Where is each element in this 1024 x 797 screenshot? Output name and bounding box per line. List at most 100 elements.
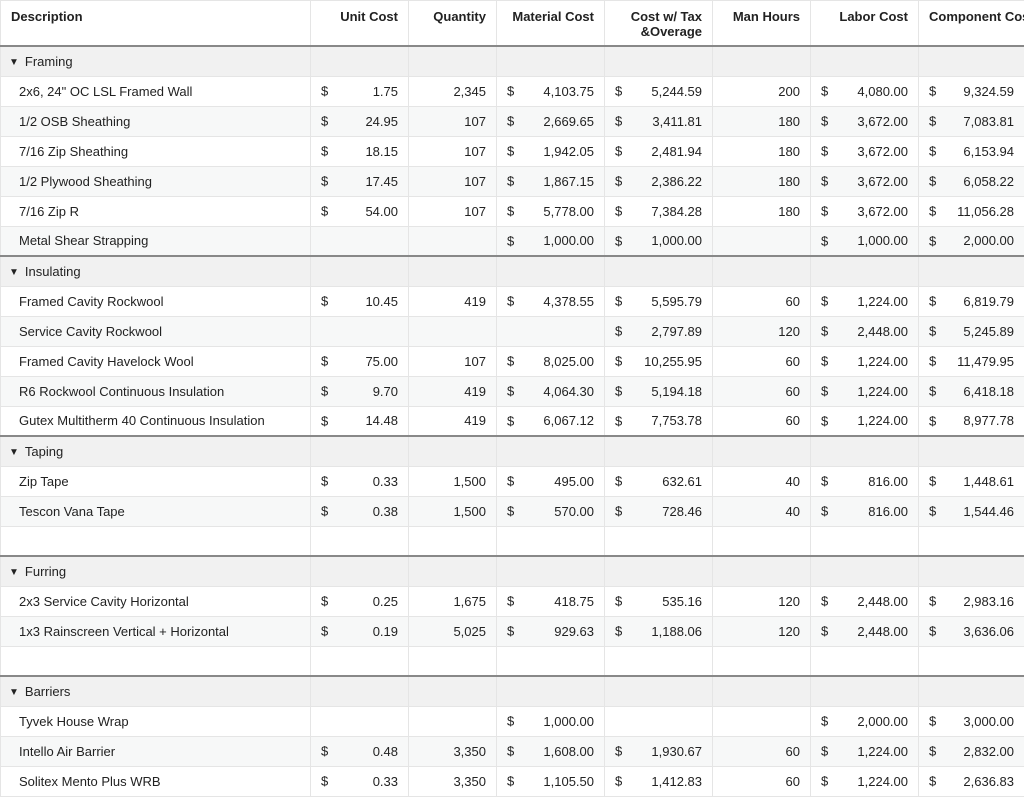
cell-component-cost: $6,418.18 — [919, 376, 1024, 406]
cell-material-cost: $6,067.12 — [497, 406, 605, 436]
cell-unit-cost: $0.38 — [311, 496, 409, 526]
blank-cell — [605, 646, 713, 676]
group-empty-cell — [919, 676, 1024, 706]
disclosure-triangle-icon[interactable]: ▼ — [9, 567, 19, 578]
table-row: Tescon Vana Tape$0.381,500$570.00$728.46… — [1, 496, 1024, 526]
col-labor-cost[interactable]: Labor Cost — [811, 1, 919, 47]
cell-labor-cost: $816.00 — [811, 496, 919, 526]
group-empty-cell — [409, 556, 497, 586]
cell-component-cost-value: 2,983.16 — [929, 594, 1014, 609]
blank-cell — [311, 646, 409, 676]
cell-labor-cost-value: 1,224.00 — [821, 774, 908, 789]
cell-material-cost-value: 1,105.50 — [507, 774, 594, 789]
currency-symbol: $ — [929, 84, 936, 99]
cell-component-cost-value: 6,819.79 — [929, 294, 1014, 309]
cell-material-cost-value: 5,778.00 — [507, 204, 594, 219]
cell-cost-tax: $3,411.81 — [605, 106, 713, 136]
group-empty-cell — [919, 46, 1024, 76]
group-header[interactable]: ▼Furring — [1, 556, 311, 586]
disclosure-triangle-icon[interactable]: ▼ — [9, 447, 19, 458]
cell-man-hours: 180 — [713, 196, 811, 226]
col-quantity[interactable]: Quantity — [409, 1, 497, 47]
currency-symbol: $ — [615, 233, 622, 248]
group-name: Barriers — [25, 684, 71, 699]
cell-material-cost-value: 1,942.05 — [507, 144, 594, 159]
currency-symbol: $ — [507, 774, 514, 789]
group-empty-cell — [919, 256, 1024, 286]
cell-quantity: 1,675 — [409, 586, 497, 616]
col-description[interactable]: Description — [1, 1, 311, 47]
cell-material-cost: $8,025.00 — [497, 346, 605, 376]
cell-man-hours: 120 — [713, 316, 811, 346]
cell-cost-tax-value: 2,797.89 — [615, 324, 702, 339]
group-empty-cell — [605, 556, 713, 586]
cell-component-cost: $2,832.00 — [919, 736, 1024, 766]
cell-component-cost-value: 6,058.22 — [929, 174, 1014, 189]
cell-quantity: 107 — [409, 196, 497, 226]
currency-symbol: $ — [321, 144, 328, 159]
group-empty-cell — [409, 676, 497, 706]
currency-symbol: $ — [821, 204, 828, 219]
cell-cost-tax: $1,000.00 — [605, 226, 713, 256]
cell-component-cost-value: 3,636.06 — [929, 624, 1014, 639]
cell-labor-cost: $3,672.00 — [811, 136, 919, 166]
group-name: Framing — [25, 54, 73, 69]
cell-material-cost: $1,867.15 — [497, 166, 605, 196]
cell-cost-tax-value: 3,411.81 — [615, 114, 702, 129]
currency-symbol: $ — [615, 174, 622, 189]
cell-component-cost: $2,000.00 — [919, 226, 1024, 256]
cell-component-cost: $6,819.79 — [919, 286, 1024, 316]
cell-cost-tax-value: 5,194.18 — [615, 384, 702, 399]
cell-quantity: 419 — [409, 376, 497, 406]
col-material-cost[interactable]: Material Cost — [497, 1, 605, 47]
cell-component-cost: $7,083.81 — [919, 106, 1024, 136]
group-empty-cell — [713, 256, 811, 286]
cell-material-cost: $1,105.50 — [497, 766, 605, 796]
cell-man-hours: 180 — [713, 106, 811, 136]
currency-symbol: $ — [321, 204, 328, 219]
col-component-cost[interactable]: Component Cost — [919, 1, 1024, 47]
table-row: Zip Tape$0.331,500$495.00$632.6140$816.0… — [1, 466, 1024, 496]
group-header[interactable]: ▼ Barriers — [1, 676, 311, 706]
table-row: 1/2 Plywood Sheathing$17.45107$1,867.15$… — [1, 166, 1024, 196]
disclosure-triangle-icon[interactable]: ▼ — [9, 267, 19, 278]
cell-description: 7/16 Zip R — [1, 196, 311, 226]
cell-quantity: 107 — [409, 136, 497, 166]
cell-man-hours — [713, 226, 811, 256]
group-empty-cell — [311, 256, 409, 286]
cell-labor-cost-value: 3,672.00 — [821, 144, 908, 159]
currency-symbol: $ — [821, 474, 828, 489]
currency-symbol: $ — [929, 144, 936, 159]
cell-description: Tescon Vana Tape — [1, 496, 311, 526]
cell-material-cost-value: 1,000.00 — [507, 714, 594, 729]
cell-labor-cost: $816.00 — [811, 466, 919, 496]
group-empty-cell — [409, 436, 497, 466]
cell-material-cost-value: 4,378.55 — [507, 294, 594, 309]
currency-symbol: $ — [821, 413, 828, 428]
disclosure-triangle-icon[interactable]: ▼ — [9, 687, 19, 698]
cell-quantity: 3,350 — [409, 736, 497, 766]
cell-cost-tax: $2,797.89 — [605, 316, 713, 346]
blank-cell — [919, 646, 1024, 676]
col-man-hours[interactable]: Man Hours — [713, 1, 811, 47]
cell-material-cost-value: 570.00 — [507, 504, 594, 519]
group-header[interactable]: ▼ Framing — [1, 46, 311, 76]
cell-labor-cost-value: 4,080.00 — [821, 84, 908, 99]
col-cost-tax[interactable]: Cost w/ Tax&Overage — [605, 1, 713, 47]
col-unit-cost[interactable]: Unit Cost — [311, 1, 409, 47]
group-header[interactable]: ▼Taping — [1, 436, 311, 466]
cell-labor-cost-value: 2,448.00 — [821, 624, 908, 639]
cell-labor-cost-value: 3,672.00 — [821, 204, 908, 219]
cell-material-cost: $1,608.00 — [497, 736, 605, 766]
table-row: 2x6, 24" OC LSL Framed Wall$1.752,345$4,… — [1, 76, 1024, 106]
cell-material-cost-value: 1,608.00 — [507, 744, 594, 759]
cell-unit-cost-value: 0.19 — [321, 624, 398, 639]
currency-symbol: $ — [507, 744, 514, 759]
cell-unit-cost: $75.00 — [311, 346, 409, 376]
group-header[interactable]: ▼Insulating — [1, 256, 311, 286]
currency-symbol: $ — [821, 294, 828, 309]
disclosure-triangle-icon[interactable]: ▼ — [9, 57, 19, 68]
cell-unit-cost-value: 9.70 — [321, 384, 398, 399]
cell-unit-cost-value: 0.38 — [321, 504, 398, 519]
cell-unit-cost: $24.95 — [311, 106, 409, 136]
